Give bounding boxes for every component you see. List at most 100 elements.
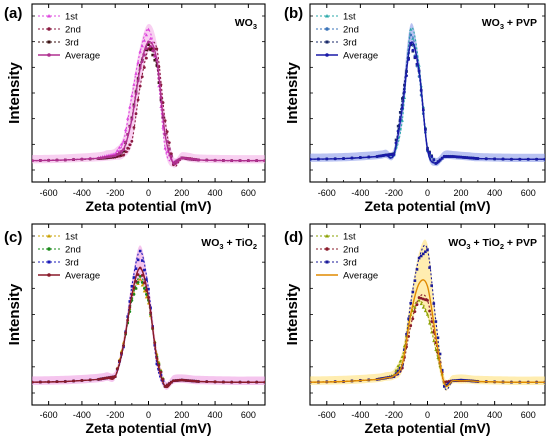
- series-average-marker: [134, 279, 138, 283]
- series-average-marker: [472, 156, 476, 160]
- series-3rd-marker: [143, 268, 146, 272]
- series-average-marker: [155, 356, 159, 360]
- series-average-marker: [190, 157, 194, 161]
- series-3rd-marker: [459, 378, 463, 382]
- series-average-marker: [419, 89, 423, 92]
- series-average-marker: [451, 155, 455, 158]
- series-1st-marker: [124, 128, 128, 132]
- series-3rd-marker: [130, 285, 134, 288]
- series-average-marker: [165, 140, 169, 144]
- series-average-marker: [117, 151, 121, 155]
- series-average-marker: [167, 147, 171, 151]
- series-3rd-marker: [396, 369, 400, 373]
- series-average-marker: [455, 155, 459, 159]
- series-average-marker: [246, 380, 250, 384]
- series-average-marker: [128, 306, 132, 309]
- series-average-marker: [103, 376, 107, 380]
- x-axis-label: Zeta potential (mV): [85, 420, 211, 436]
- series-1st-marker: [423, 309, 428, 313]
- x-tick-label: -200: [106, 188, 124, 198]
- x-tick-label: 0: [425, 410, 430, 420]
- series-average-marker: [188, 379, 192, 383]
- x-tick-label: -400: [351, 410, 369, 420]
- panel-c: -600 -400 -200 0 200 400 600 (c) Intensity Zeta p…: [4, 223, 266, 436]
- series-average-marker: [38, 380, 42, 384]
- series-average-marker: [157, 363, 161, 367]
- x-tick-label: 600: [521, 410, 536, 420]
- title-subscript: 3: [219, 242, 223, 251]
- series-average-marker: [434, 161, 438, 165]
- y-axis-label: Intensity: [6, 62, 23, 124]
- series-average-marker: [178, 378, 182, 382]
- x-tick-label: 200: [174, 410, 189, 420]
- series-average-marker: [99, 156, 103, 160]
- series-average-marker: [174, 379, 177, 382]
- series-average-marker: [124, 331, 128, 335]
- series-1st-marker: [432, 339, 436, 343]
- series-average-marker: [88, 378, 92, 382]
- x-tick-label: -400: [351, 188, 369, 198]
- x-tick-label: -400: [73, 410, 91, 420]
- series-average-marker: [526, 157, 530, 161]
- series-average-marker: [169, 154, 173, 158]
- series-average-marker: [186, 157, 190, 161]
- series-3rd-marker: [157, 81, 161, 84]
- series-average-marker: [136, 79, 140, 83]
- series-average-marker: [99, 377, 103, 381]
- series-3rd-marker: [398, 111, 402, 114]
- series-average-marker: [396, 129, 400, 133]
- series-1st-marker: [132, 82, 136, 86]
- series-average-marker: [172, 161, 175, 165]
- series-2nd-marker: [426, 299, 429, 302]
- x-tick-label: 0: [146, 188, 151, 198]
- series-average-marker: [484, 157, 488, 161]
- series-average-marker: [263, 380, 265, 384]
- series-average-marker: [167, 382, 171, 385]
- series-2nd-marker: [169, 152, 173, 156]
- series-2nd-marker: [444, 380, 448, 384]
- series-average-marker: [130, 293, 134, 297]
- series-average-marker: [194, 379, 198, 383]
- series-average-marker: [197, 158, 200, 162]
- series-3rd-marker: [417, 256, 421, 260]
- series-average-marker: [436, 160, 440, 164]
- series-2nd-marker: [447, 380, 450, 383]
- series-2nd-marker: [407, 334, 411, 338]
- series-average-marker: [184, 157, 188, 160]
- series-2nd-marker: [145, 56, 148, 60]
- series-2nd-marker: [409, 324, 413, 328]
- series-average-marker: [151, 49, 155, 53]
- series-average-marker: [122, 344, 125, 347]
- series-1st-marker: [142, 38, 146, 42]
- series-average-marker: [38, 159, 42, 162]
- series-average-marker: [174, 160, 177, 164]
- series-average-marker: [428, 151, 431, 155]
- series-3rd-marker: [132, 276, 136, 279]
- series-1st-marker: [163, 146, 167, 150]
- series-average-marker: [178, 157, 182, 161]
- x-tick-label: 400: [208, 410, 223, 420]
- series-3rd-marker: [128, 300, 132, 303]
- series-average-marker: [55, 158, 59, 162]
- series-average-marker: [132, 105, 136, 108]
- series-average-marker: [126, 318, 130, 322]
- x-tick-label: -600: [318, 188, 336, 198]
- series-1st-marker: [413, 305, 417, 309]
- series-average-marker: [205, 158, 209, 162]
- y-axis-label: Intensity: [284, 283, 301, 345]
- series-2nd-marker: [167, 141, 171, 145]
- series-average-marker: [440, 156, 444, 160]
- series-average-marker: [333, 157, 337, 161]
- series-average-marker: [115, 367, 119, 371]
- series-2nd-marker: [413, 310, 417, 314]
- series-average-marker: [230, 380, 234, 384]
- x-tick-label: 400: [208, 188, 223, 198]
- series-average-marker: [432, 158, 436, 162]
- series-average-marker: [88, 157, 92, 161]
- series-average-marker: [394, 141, 398, 145]
- series-3rd-marker: [436, 336, 440, 340]
- series-average-marker: [149, 45, 152, 48]
- series-average-marker: [47, 380, 51, 384]
- series-2nd-marker: [428, 309, 431, 313]
